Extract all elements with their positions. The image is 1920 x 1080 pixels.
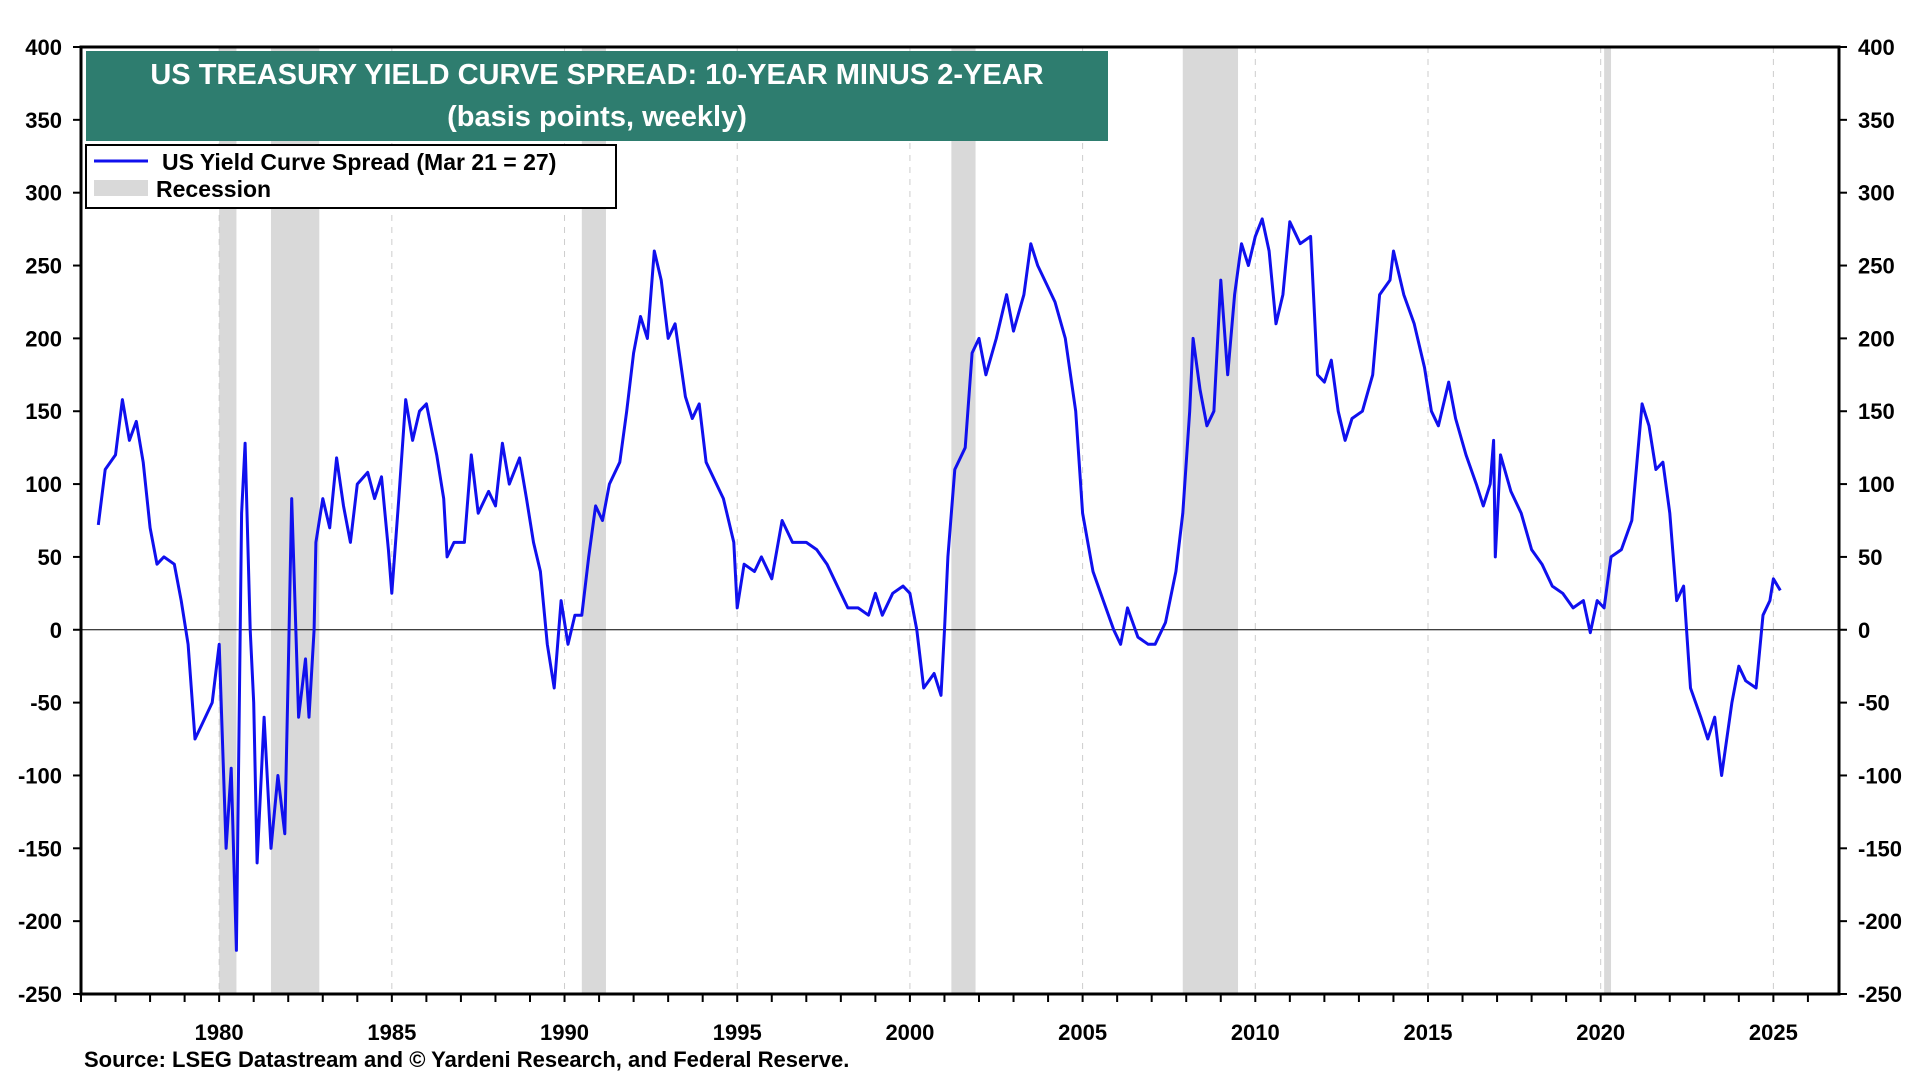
y-tick-label-left: 50 [38, 545, 62, 570]
source-note: Source: LSEG Datastream and © Yardeni Re… [84, 1047, 849, 1072]
y-tick-label-left: 100 [25, 472, 62, 497]
y-tick-label-right: 100 [1858, 472, 1895, 497]
y-tick-label-left: -50 [30, 691, 62, 716]
legend-recession-label: Recession [156, 176, 271, 202]
y-tick-label-right: -200 [1858, 909, 1902, 934]
x-tick-label: 1990 [540, 1020, 589, 1045]
y-tick-label-right: 250 [1858, 254, 1895, 279]
x-tick-label: 2005 [1058, 1020, 1107, 1045]
x-tick-label: 1995 [713, 1020, 762, 1045]
recession-band [1604, 47, 1612, 994]
y-tick-label-left: -250 [18, 982, 62, 1007]
chart-subtitle: (basis points, weekly) [447, 101, 747, 133]
x-tick-label: 2015 [1404, 1020, 1453, 1045]
legend-series-label: US Yield Curve Spread (Mar 21 = 27) [162, 149, 556, 175]
y-tick-label-left: -200 [18, 909, 62, 934]
chart-title: US TREASURY YIELD CURVE SPREAD: 10-YEAR … [150, 59, 1043, 91]
y-tick-label-right: 350 [1858, 108, 1895, 133]
y-tick-label-left: -100 [18, 763, 62, 788]
y-tick-label-left: -150 [18, 836, 62, 861]
y-tick-label-right: 300 [1858, 181, 1895, 206]
x-tick-label: 1985 [367, 1020, 416, 1045]
recession-bands [219, 47, 1612, 994]
series-line [96, 217, 1782, 952]
plot-frame [79, 45, 1841, 996]
legend: US Yield Curve Spread (Mar 21 = 27) Rece… [85, 144, 617, 209]
legend-recession-swatch [94, 180, 148, 196]
x-tick-label: 2000 [885, 1020, 934, 1045]
y-tick-label-right: -50 [1858, 691, 1890, 716]
recession-band [1182, 47, 1239, 994]
y-tick-label-left: 200 [25, 326, 62, 351]
x-tick-label: 2025 [1749, 1020, 1798, 1045]
y-tick-label-left: 150 [25, 399, 62, 424]
y-tick-label-right: -150 [1858, 836, 1902, 861]
x-tick-label: 2010 [1231, 1020, 1280, 1045]
y-tick-label-right: 0 [1858, 618, 1870, 643]
x-tick-label: 1980 [195, 1020, 244, 1045]
y-tick-label-left: 400 [25, 35, 62, 60]
y-tick-label-right: -100 [1858, 763, 1902, 788]
recession-band [951, 47, 976, 994]
y-tick-label-right: 150 [1858, 399, 1895, 424]
y-tick-label-left: 300 [25, 181, 62, 206]
y-tick-label-right: 400 [1858, 35, 1895, 60]
y-tick-label-right: 200 [1858, 326, 1895, 351]
y-tick-label-left: 250 [25, 254, 62, 279]
title-box [86, 51, 1108, 141]
y-tick-label-left: 350 [25, 108, 62, 133]
x-tick-label: 2020 [1576, 1020, 1625, 1045]
y-tick-label-left: 0 [50, 618, 62, 643]
y-tick-label-right: -250 [1858, 982, 1902, 1007]
y-tick-label-right: 50 [1858, 545, 1882, 570]
